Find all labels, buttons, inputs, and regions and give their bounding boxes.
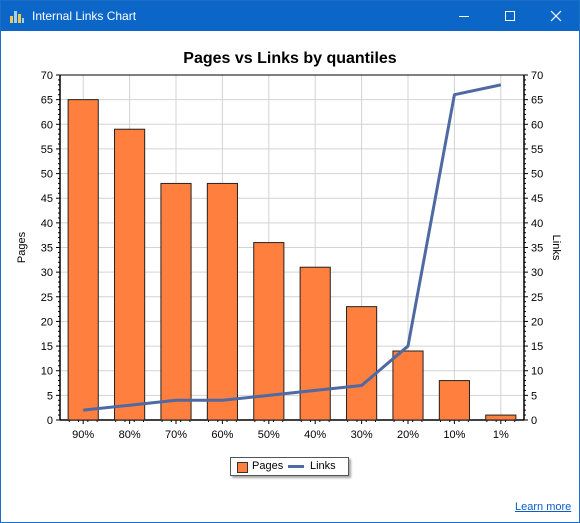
x-axis-category-label: 70% [165,429,187,441]
right-axis-title: Links [550,235,562,261]
left-axis-tick-label: 35 [41,243,53,255]
right-axis-tick-label: 30 [531,267,543,279]
bar-40pct[interactable] [299,266,331,421]
left-axis-tick-label: 60 [41,119,53,131]
close-button[interactable] [533,1,579,31]
right-axis-tick-label: 45 [531,193,543,205]
legend-links-label: Links [310,460,336,472]
left-axis-tick-label: 20 [41,316,53,328]
left-axis-tick-label: 15 [41,341,53,353]
bar-70pct[interactable] [160,182,192,421]
right-axis-tick-label: 5 [531,390,537,402]
left-axis-tick-label: 45 [41,193,53,205]
right-axis-tick-label: 35 [531,243,543,255]
x-axis-category-label: 30% [351,429,373,441]
left-axis-tick-label: 55 [41,144,53,156]
chart-legend: Pages Links [230,457,349,476]
left-axis-tick-label: 40 [41,218,53,230]
window-title: Internal Links Chart [32,9,137,23]
left-axis-tick-label: 0 [47,415,53,427]
bar-60pct[interactable] [206,182,238,421]
maximize-button[interactable] [487,1,533,31]
left-axis-tick-label: 25 [41,292,53,304]
right-axis-tick-label: 70 [531,70,543,82]
left-axis-tick-label: 10 [41,366,53,378]
right-axis-tick-label: 50 [531,169,543,181]
right-axis-tick-label: 40 [531,218,543,230]
bar-20pct[interactable] [392,350,424,421]
right-axis-tick-label: 60 [531,119,543,131]
bar-80pct[interactable] [114,128,146,421]
maximize-icon [505,11,515,21]
x-axis-category-label: 40% [304,429,326,441]
right-axis-tick-label: 15 [531,341,543,353]
legend-pages-label: Pages [252,460,284,472]
title-bar[interactable]: Internal Links Chart [1,1,579,31]
right-axis-tick-label: 20 [531,316,543,328]
pages-links-chart: 0 5 10 15 20 25 30 35 40 45 50 55 60 65 70 0 5 10 15 20 25 30… [16,70,562,441]
x-axis-category-label: 20% [397,429,419,441]
right-axis-tick-label: 25 [531,292,543,304]
left-axis-tick-label: 5 [47,390,53,402]
x-axis-category-label: 10% [443,429,465,441]
x-axis-category-label: 80% [119,429,141,441]
bar-90pct[interactable] [67,99,99,421]
close-icon [550,10,562,22]
bar-10pct[interactable] [438,380,470,421]
learn-more-link[interactable]: Learn more [515,501,572,513]
legend-pages-swatch [237,462,248,473]
left-axis-tick-label: 70 [41,70,53,82]
legend-links-swatch [288,465,304,468]
minimize-icon [459,16,469,17]
chart-title: Pages vs Links by quantiles [183,50,397,67]
left-axis-title: Pages [16,231,28,263]
right-axis-tick-label: 65 [531,95,543,107]
bar-50pct[interactable] [253,242,285,421]
left-axis-tick-label: 65 [41,95,53,107]
right-axis-tick-label: 0 [531,415,537,427]
bar-30pct[interactable] [346,306,378,421]
bar-1pct[interactable] [485,414,517,421]
left-axis-tick-label: 50 [41,169,53,181]
left-axis-tick-label: 30 [41,267,53,279]
right-axis-tick-label: 55 [531,144,543,156]
bar-chart-app-icon [9,8,25,24]
minimize-button[interactable] [441,1,487,31]
x-axis-category-label: 1% [493,429,509,441]
chart-area: Pages vs Links by quantiles 0 5 10 15 20 25 30… [1,31,579,522]
x-axis-category-label: 60% [211,429,233,441]
x-axis-category-label: 90% [72,429,94,441]
x-axis-category-label: 50% [258,429,280,441]
right-axis-tick-label: 10 [531,366,543,378]
links-series-line[interactable] [83,83,502,412]
